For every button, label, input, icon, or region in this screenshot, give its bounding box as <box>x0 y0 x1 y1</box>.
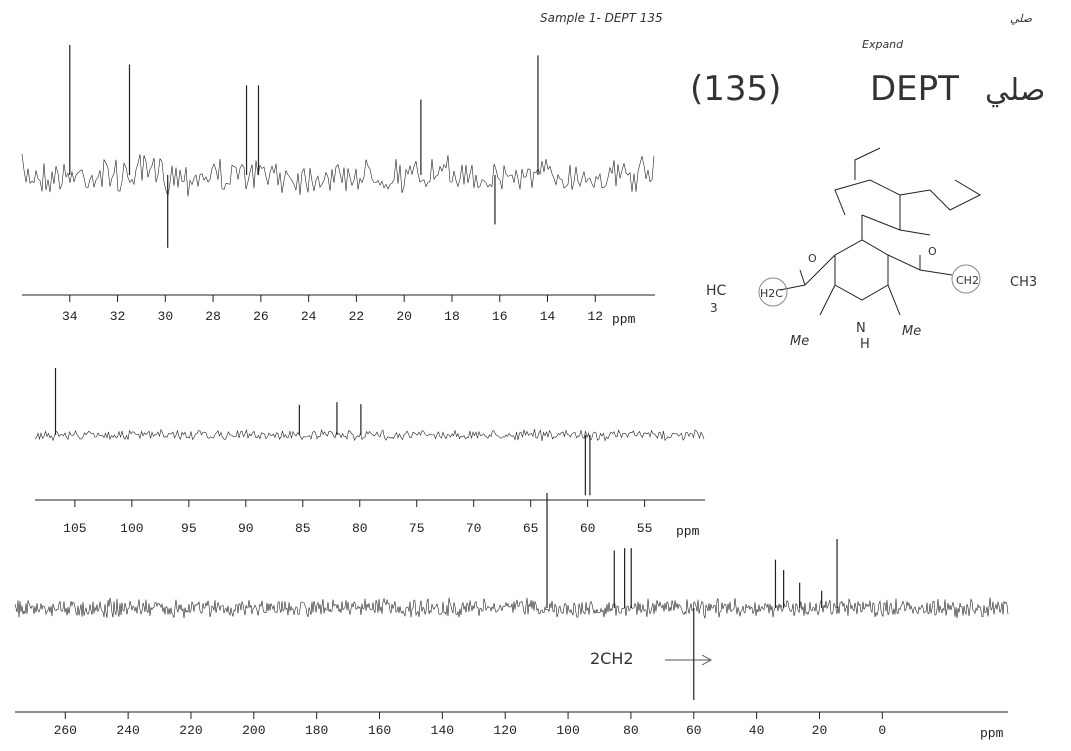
tick-label: 180 <box>305 723 328 738</box>
expand-note: Expand <box>862 38 904 51</box>
tick-label: 30 <box>158 309 174 324</box>
tick-label: 100 <box>556 723 579 738</box>
unit-label: ppm <box>980 726 1004 741</box>
tick-label: 18 <box>444 309 460 324</box>
name-large: صلي <box>985 73 1045 108</box>
tick-label: 60 <box>686 723 702 738</box>
tick-label: 22 <box>349 309 365 324</box>
tick-label: 240 <box>116 723 139 738</box>
tick-label: 220 <box>179 723 202 738</box>
tick-label: 12 <box>587 309 603 324</box>
structure-label: H2C <box>760 287 783 300</box>
structure-label: N <box>856 321 866 336</box>
sample-note: Sample 1- DEPT 135 <box>540 11 663 25</box>
tick-label: 34 <box>62 309 78 324</box>
tick-label: 100 <box>120 521 143 536</box>
tick-label: 28 <box>205 309 221 324</box>
structure-label: CH3 <box>1010 275 1037 290</box>
noise-trace <box>14 597 1009 619</box>
structure-label: 3 <box>710 301 718 315</box>
tick-label: 200 <box>242 723 265 738</box>
method-note: DEPT <box>870 69 959 109</box>
unit-label: ppm <box>676 524 700 539</box>
arrow <box>665 654 713 666</box>
tick-label: 14 <box>540 309 556 324</box>
tick-label: 85 <box>295 521 311 536</box>
tick-label: 32 <box>110 309 126 324</box>
tick-label: 105 <box>63 521 86 536</box>
tick-label: 55 <box>637 521 653 536</box>
tick-label: 40 <box>749 723 765 738</box>
structure-label: H <box>860 337 870 352</box>
tick-label: 70 <box>466 521 482 536</box>
structure-label: Me <box>790 334 809 349</box>
tick-label: 20 <box>812 723 828 738</box>
noise-trace <box>21 153 655 197</box>
tick-label: 65 <box>523 521 539 536</box>
unit-label: ppm <box>612 312 636 327</box>
tick-label: 0 <box>878 723 886 738</box>
tick-label: 75 <box>409 521 425 536</box>
tick-label: 16 <box>492 309 508 324</box>
tick-label: 90 <box>238 521 254 536</box>
tick-label: 120 <box>494 723 517 738</box>
tick-label: 20 <box>396 309 412 324</box>
name-note: صلي <box>1010 12 1033 25</box>
code-note: (135) <box>690 69 781 109</box>
structure <box>758 147 982 316</box>
structure-label: O <box>808 252 817 265</box>
structure-label: CH2 <box>956 274 979 287</box>
structure-label: HC <box>706 283 727 299</box>
tick-label: 26 <box>253 309 269 324</box>
tick-label: 140 <box>431 723 454 738</box>
tick-label: 160 <box>368 723 391 738</box>
tick-label: 60 <box>580 521 596 536</box>
tick-label: 80 <box>352 521 368 536</box>
annotation: 2CH2 <box>590 649 634 668</box>
tick-label: 24 <box>301 309 317 324</box>
noise-trace <box>34 428 705 442</box>
tick-label: 95 <box>181 521 197 536</box>
tick-label: 80 <box>623 723 639 738</box>
structure-label: O <box>928 245 937 258</box>
structure-label: Me <box>902 324 921 339</box>
tick-label: 260 <box>54 723 77 738</box>
